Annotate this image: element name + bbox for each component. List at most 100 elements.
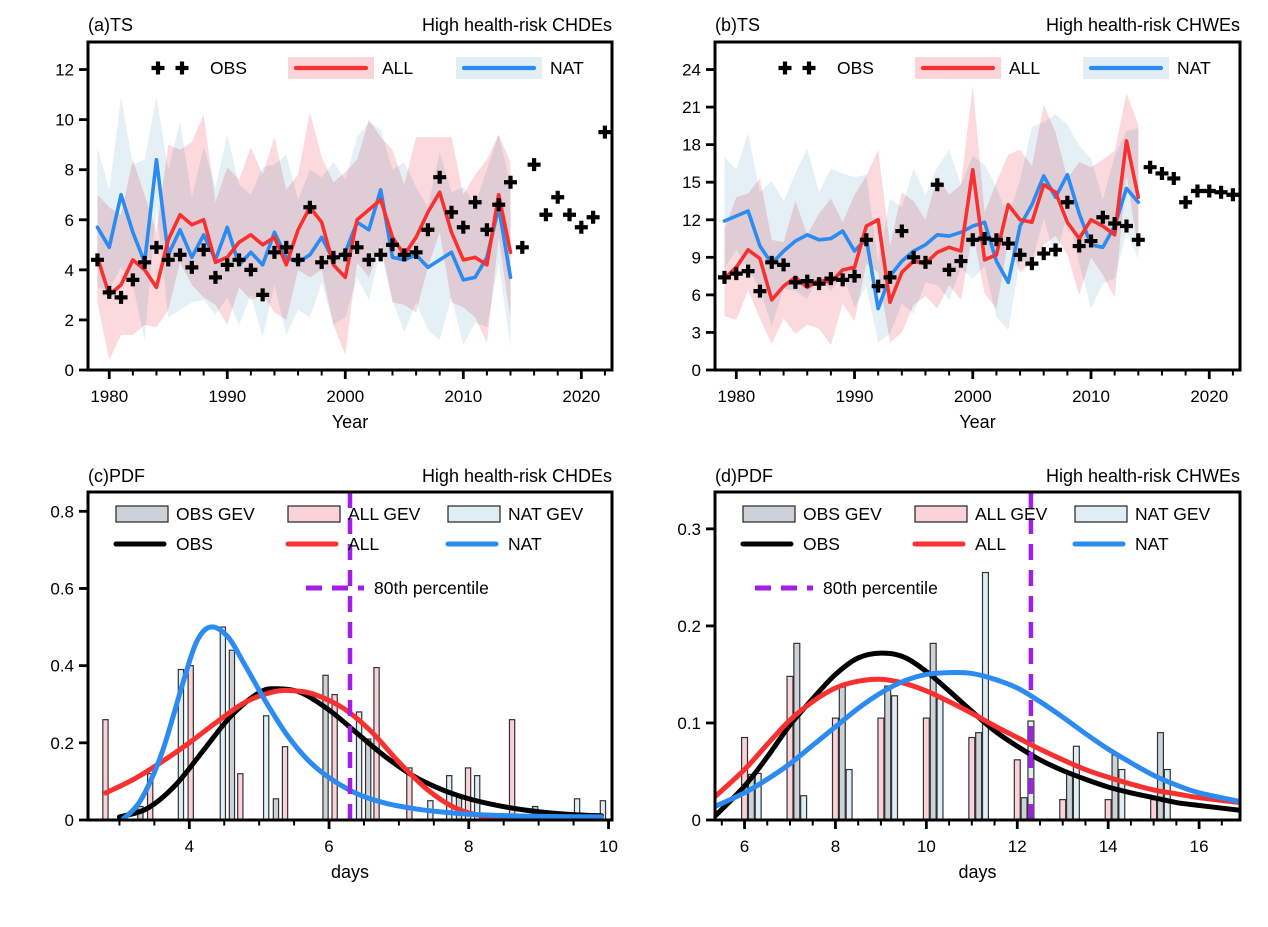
- svg-text:OBS: OBS: [210, 58, 247, 78]
- obs-gev-bar: [929, 642, 937, 820]
- svg-text:4: 4: [65, 261, 74, 280]
- panel-c-label: (c)PDF: [88, 466, 145, 486]
- svg-text:ALL: ALL: [975, 534, 1006, 554]
- svg-text:8: 8: [65, 161, 74, 180]
- nat-gev-bar: [445, 775, 453, 820]
- svg-text:0: 0: [692, 361, 701, 380]
- svg-text:14: 14: [1099, 837, 1118, 856]
- obs-gev-bar: [884, 685, 892, 820]
- all-gev-bar: [146, 773, 154, 820]
- svg-text:24: 24: [682, 61, 701, 80]
- svg-text:ALL GEV: ALL GEV: [348, 504, 421, 524]
- histogram-bars: [740, 571, 1171, 820]
- panel-c-xaxis-label: days: [330, 862, 370, 882]
- svg-text:10: 10: [55, 111, 74, 130]
- svg-text:0: 0: [65, 361, 74, 380]
- nat-gev-bar: [754, 772, 762, 820]
- plot-data-area: [102, 492, 607, 820]
- plot-data-area: [715, 492, 1240, 820]
- axes: 1980 1990 2000 2010 2020 0 3 6 9 12 15 18 21 24: [682, 40, 1242, 406]
- svg-text:12: 12: [55, 61, 74, 80]
- svg-text:80th percentile: 80th percentile: [823, 578, 938, 598]
- legend: OBS GEV ALL GEV NAT GEV OBS ALL NAT 80th perce…: [113, 504, 584, 598]
- svg-text:NAT: NAT: [550, 58, 584, 78]
- svg-text:ALL: ALL: [348, 534, 379, 554]
- obs-gev-bar: [1065, 773, 1074, 820]
- all-gev-bar: [508, 719, 516, 820]
- all-gev-bar: [786, 675, 794, 820]
- svg-text:NAT: NAT: [1135, 534, 1169, 554]
- svg-text:8: 8: [831, 837, 840, 856]
- all-gev-bar: [1150, 799, 1158, 820]
- nat-gev-bar: [262, 715, 270, 820]
- svg-text:10: 10: [599, 837, 618, 856]
- all-gev-bar: [922, 717, 930, 820]
- obs-gev-bar: [364, 738, 372, 820]
- svg-text:8: 8: [464, 837, 473, 856]
- panel-a-plot: 1980 1990 2000 2010 2020 0 2 4 6 8 10 12 OBS ALL NAT: [55, 40, 614, 406]
- svg-text:OBS: OBS: [837, 58, 874, 78]
- obs-gev-bar: [793, 642, 801, 820]
- obs-pdf-curve: [116, 686, 605, 820]
- panel-b-plot: 1980 1990 2000 2010 2020 0 3 6 9 12 15 18 21 24 OBS ALL…: [682, 40, 1242, 406]
- panel-c-title: High health-risk CHDEs: [421, 466, 612, 486]
- nat-gev-bar: [355, 711, 363, 820]
- all-gev-bar: [831, 717, 840, 820]
- svg-text:ALL GEV: ALL GEV: [975, 504, 1048, 524]
- obs-markers: [717, 160, 1240, 298]
- svg-text:80th percentile: 80th percentile: [374, 578, 489, 598]
- svg-text:16: 16: [1190, 837, 1209, 856]
- plot-data-area: [722, 85, 1141, 345]
- panel-b-title: High health-risk CHWEs: [1045, 15, 1240, 35]
- svg-text:12: 12: [1008, 837, 1027, 856]
- nat-gev-bar: [981, 571, 990, 820]
- svg-text:0.1: 0.1: [677, 714, 701, 733]
- obs-gev-bar: [975, 732, 983, 820]
- all-line: [95, 190, 513, 297]
- panel-d-xaxis-label: days: [958, 862, 997, 882]
- svg-text:ALL: ALL: [1009, 58, 1040, 78]
- svg-text:OBS: OBS: [803, 534, 840, 554]
- svg-text:21: 21: [682, 98, 701, 117]
- panel-a: 1980 1990 2000 2010 2020 0 2 4 6 8 10 12 OBS ALL NAT (…: [0, 0, 634, 463]
- svg-text:0.2: 0.2: [50, 734, 74, 753]
- svg-text:2000: 2000: [326, 387, 364, 406]
- legend: OBS ALL NAT: [151, 57, 584, 79]
- svg-text:NAT GEV: NAT GEV: [508, 504, 584, 524]
- nat-gev-bar: [890, 695, 899, 820]
- svg-text:0.3: 0.3: [677, 520, 701, 539]
- obs-markers: [90, 125, 612, 304]
- obs-gev-bar: [1020, 797, 1028, 820]
- panel-c: 4 6 8 10 0 0.2 0.4 0.6 0.8 OBS GEV ALL GEV NAT GEV O…: [0, 463, 634, 927]
- all-uncertainty-band: [97, 112, 511, 360]
- legend: OBS ALL NAT: [778, 57, 1211, 79]
- svg-text:0: 0: [692, 811, 701, 830]
- nat-line: [722, 172, 1141, 311]
- all-gev-bar: [281, 746, 289, 820]
- panel-a-xaxis-label: Year: [331, 412, 369, 432]
- all-pdf-curve: [715, 676, 1240, 806]
- obs-gev-bar: [838, 686, 846, 820]
- svg-text:0.4: 0.4: [50, 657, 74, 676]
- all-gev-bar: [331, 693, 338, 820]
- svg-text:18: 18: [682, 136, 701, 155]
- panel-a-title: High health-risk CHDEs: [421, 15, 612, 35]
- nat-gev-bar: [1118, 768, 1126, 820]
- svg-text:2010: 2010: [1072, 387, 1110, 406]
- svg-text:OBS: OBS: [176, 534, 213, 554]
- all-gev-bar: [877, 717, 885, 820]
- panel-d-title: High health-risk CHWEs: [1045, 466, 1240, 486]
- svg-text:4: 4: [185, 837, 194, 856]
- obs-gev-bar: [228, 649, 236, 820]
- svg-text:OBS GEV: OBS GEV: [803, 504, 882, 524]
- nat-gev-bar: [845, 768, 853, 820]
- svg-text:2: 2: [65, 311, 74, 330]
- panel-d-label: (d)PDF: [715, 466, 773, 486]
- svg-text:1980: 1980: [90, 387, 128, 406]
- svg-text:9: 9: [692, 248, 701, 267]
- nat-gev-bar: [1072, 745, 1080, 820]
- svg-text:6: 6: [324, 837, 333, 856]
- svg-text:2020: 2020: [562, 387, 600, 406]
- nat-gev-bar: [800, 795, 808, 820]
